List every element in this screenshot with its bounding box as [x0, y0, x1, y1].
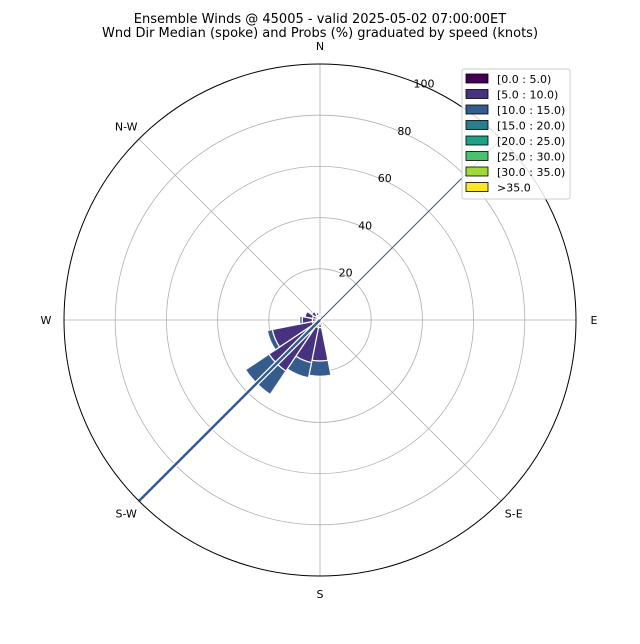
chart-title: Ensemble Winds @ 45005 - valid 2025-05-0…: [134, 12, 506, 27]
legend-swatch: [465, 135, 489, 146]
legend-entry: [25.0 : 30.0): [497, 151, 565, 164]
legend-entry: [15.0 : 20.0): [497, 120, 565, 133]
radial-tick-label: 20: [339, 267, 353, 280]
legend-box: [461, 68, 571, 200]
legend-entry: [20.0 : 25.0): [497, 135, 565, 148]
angular-gridline: [138, 138, 321, 321]
direction-label: N: [316, 40, 324, 53]
legend-swatch: [465, 166, 489, 177]
legend-swatch: [465, 120, 489, 130]
legend-entry: [30.0 : 35.0): [497, 166, 565, 179]
legend-entry: [5.0 : 10.0): [497, 89, 558, 102]
direction-label: E: [591, 314, 598, 327]
legend-swatch: [465, 104, 489, 115]
legend-entry: [0.0 : 5.0): [497, 73, 551, 86]
median-spoke: [138, 319, 321, 502]
radial-tick-label: 80: [397, 125, 411, 138]
legend-entry: [10.0 : 15.0): [497, 104, 565, 117]
sector-bar: [304, 310, 315, 320]
polar-frame: [63, 63, 577, 577]
direction-label: S-E: [505, 508, 523, 521]
direction-label: S: [317, 588, 324, 601]
legend-swatch: [465, 73, 489, 84]
sector-bar: [298, 315, 304, 325]
sector-bar: [308, 359, 332, 377]
direction-label: S-W: [116, 508, 138, 521]
radial-tick-label: 100: [413, 77, 434, 90]
legend-swatch: [465, 151, 489, 161]
direction-label: N-W: [115, 120, 138, 133]
legend-swatch: [465, 89, 489, 99]
radial-tick-label: 40: [358, 219, 372, 232]
legend-entry: >35.0: [497, 182, 531, 195]
sector-bar: [314, 311, 320, 317]
sector-bar: [310, 310, 318, 318]
radial-tick-label: 60: [378, 172, 392, 185]
sector-bar: [266, 328, 281, 351]
direction-label: W: [41, 314, 52, 327]
legend-swatch: [465, 182, 489, 192]
chart-subtitle: Wnd Dir Median (spoke) and Probs (%) gra…: [102, 26, 538, 41]
angular-gridline: [319, 319, 502, 502]
